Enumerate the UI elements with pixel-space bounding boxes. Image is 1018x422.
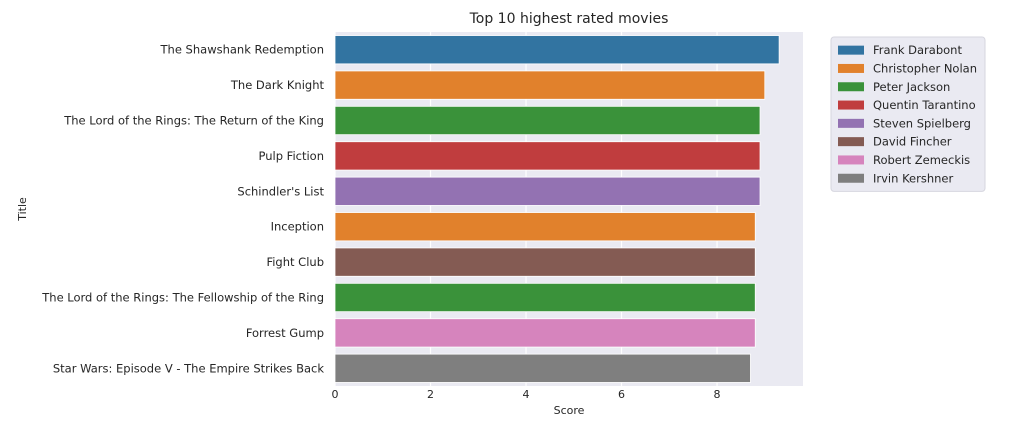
category-label: Schindler's List xyxy=(237,184,324,198)
legend: Frank Darabont Christopher Nolan Peter Jac… xyxy=(830,36,986,192)
bar xyxy=(334,105,761,136)
legend-swatch xyxy=(838,118,864,128)
category-label: Inception xyxy=(271,220,324,234)
legend-swatch xyxy=(838,63,864,73)
legend-label: Steven Spielberg xyxy=(873,116,971,130)
legend-label: Frank Darabont xyxy=(873,43,962,57)
x-tick-label: 6 xyxy=(618,388,625,401)
legend-label: Irvin Kershner xyxy=(873,171,953,185)
bar xyxy=(334,353,751,383)
legend-label: Quentin Tarantino xyxy=(873,98,976,112)
legend-box xyxy=(830,36,986,192)
legend-swatch xyxy=(838,155,864,165)
bar xyxy=(334,318,756,348)
legend-swatch xyxy=(838,45,864,55)
legend-swatch xyxy=(838,100,864,110)
category-label: Star Wars: Episode V - The Empire Strike… xyxy=(53,361,324,375)
category-label: Fight Club xyxy=(266,255,324,269)
y-axis-title: Title xyxy=(16,197,29,222)
bar xyxy=(334,176,761,206)
bar xyxy=(334,70,766,100)
x-tick-label: 8 xyxy=(714,388,721,401)
legend-swatch xyxy=(838,173,864,183)
category-label: The Dark Knight xyxy=(230,78,325,92)
bar xyxy=(334,247,756,277)
x-tick-label: 4 xyxy=(523,388,530,401)
legend-label: David Fincher xyxy=(873,135,952,149)
chart-title: Top 10 highest rated movies xyxy=(469,11,669,27)
x-tick-labels: 0 2 4 6 8 xyxy=(332,388,721,401)
category-label: The Shawshank Redemption xyxy=(160,43,324,57)
x-tick-label: 0 xyxy=(332,388,339,401)
legend-swatch xyxy=(838,82,864,92)
x-tick-label: 2 xyxy=(427,388,434,401)
legend-label: Robert Zemeckis xyxy=(873,153,970,167)
bar xyxy=(334,35,780,65)
bar xyxy=(334,141,761,171)
legend-swatch xyxy=(838,137,864,147)
legend-label: Peter Jackson xyxy=(873,80,950,94)
category-label: The Lord of the Rings: The Return of the… xyxy=(63,114,324,128)
bar xyxy=(334,212,756,242)
category-label: The Lord of the Rings: The Fellowship of… xyxy=(41,291,324,305)
bar xyxy=(334,282,756,313)
category-label: Forrest Gump xyxy=(246,326,324,340)
x-axis-title: Score xyxy=(554,404,585,417)
legend-label: Christopher Nolan xyxy=(873,61,977,75)
category-label: Pulp Fiction xyxy=(259,149,325,163)
bars xyxy=(334,35,780,383)
category-labels: The Shawshank Redemption The Dark Knight T… xyxy=(41,43,324,376)
